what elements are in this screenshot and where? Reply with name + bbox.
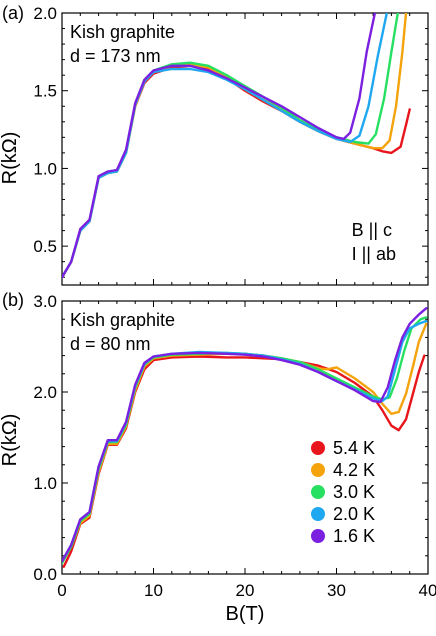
- y-tick-label: 0.0: [33, 565, 57, 584]
- x-tick-label: 40: [419, 581, 436, 600]
- panel-b-series: [62, 307, 428, 568]
- y-tick-label: 1.0: [33, 159, 57, 178]
- series-line-1-6-K: [62, 13, 377, 279]
- x-tick-label: 30: [327, 581, 346, 600]
- y-tick-label: 1.5: [33, 82, 57, 101]
- legend: 5.4 K4.2 K3.0 K2.0 K1.6 K: [311, 438, 375, 546]
- panel-b-thickness-label: d = 80 nm: [70, 334, 151, 354]
- x-tick-label: 10: [144, 581, 163, 600]
- panel-b-y-axis-label: R(kΩ): [0, 414, 21, 467]
- series-line-2-0-K: [62, 13, 388, 279]
- x-tick-label: 20: [236, 581, 255, 600]
- legend-marker: [311, 485, 325, 499]
- panel-b-sample-label: Kish graphite: [70, 310, 175, 330]
- y-tick-label: 2.0: [33, 4, 57, 23]
- panel-b-label: (b): [2, 290, 24, 310]
- legend-marker: [311, 529, 325, 543]
- y-tick-label: 2.0: [33, 383, 57, 402]
- panel-a-ticks: 0.5 1.0 1.5 2.0: [33, 4, 429, 285]
- legend-label: 1.6 K: [333, 526, 375, 546]
- panel-a-field-direction-label: B || c: [352, 220, 392, 240]
- y-tick-label: 1.0: [33, 474, 57, 493]
- legend-marker: [311, 507, 325, 521]
- x-tick-label: 0: [57, 581, 66, 600]
- legend-marker: [311, 463, 325, 477]
- panel-a-thickness-label: d = 173 nm: [70, 46, 161, 66]
- legend-label: 3.0 K: [333, 482, 375, 502]
- y-tick-label: 3.0: [33, 292, 57, 311]
- panel-a-sample-label: Kish graphite: [70, 22, 175, 42]
- x-axis-label: B(T): [226, 603, 265, 625]
- legend-marker: [311, 441, 325, 455]
- panel-a-current-direction-label: I || ab: [352, 244, 396, 264]
- panel-b: (b) 0 10 20 30 400.01.02.03.0 Kish graphite …: [0, 290, 436, 625]
- series-line-1-6-K: [62, 307, 428, 563]
- legend-label: 2.0 K: [333, 504, 375, 524]
- panel-b-ticks: 0 10 20 30 40 0.0 1.0 2.0 3.0: [33, 292, 436, 600]
- panel-a-label: (a): [2, 3, 24, 23]
- panel-a-series: [62, 13, 411, 279]
- panel-a: (a) 0.5 1.0 1.5 2.0 Kish graphite d = 173 n…: [0, 3, 429, 286]
- y-tick-label: 0.5: [33, 237, 57, 256]
- legend-label: 5.4 K: [333, 438, 375, 458]
- legend-label: 4.2 K: [333, 460, 375, 480]
- panel-a-y-axis-label: R(kΩ): [0, 132, 21, 185]
